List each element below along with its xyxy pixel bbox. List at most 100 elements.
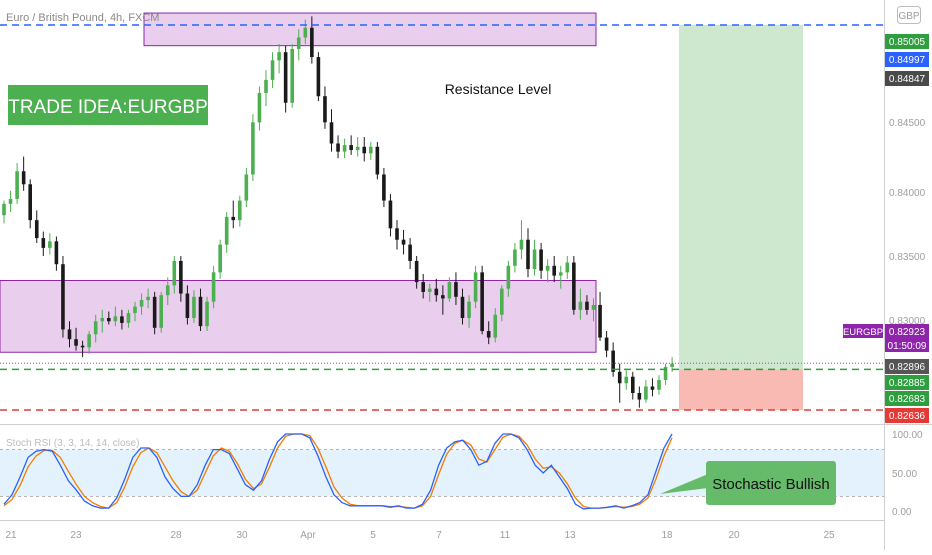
candle-body xyxy=(336,143,340,152)
stochastic-callout-label: Stochastic Bullish xyxy=(712,476,830,493)
countdown-tag: 01:50:09 xyxy=(885,338,929,352)
candle-body xyxy=(231,216,236,221)
candle-body xyxy=(493,314,498,338)
candle-body xyxy=(427,288,432,292)
price-pane[interactable] xyxy=(0,12,884,411)
candle-body xyxy=(277,52,281,61)
candle-body xyxy=(382,174,386,201)
time-tick: 18 xyxy=(661,530,673,541)
candle-body xyxy=(54,241,59,265)
candle-body xyxy=(342,145,347,152)
candle-body xyxy=(578,301,583,310)
candle-body xyxy=(146,296,150,301)
candle-body xyxy=(637,393,642,400)
profit-zone xyxy=(679,24,803,370)
svg-text:01:50:09: 01:50:09 xyxy=(888,341,927,352)
time-tick: 13 xyxy=(564,530,576,541)
stochastic-callout: Stochastic Bullish xyxy=(660,461,836,505)
candle-body xyxy=(447,282,452,299)
candle-body xyxy=(48,241,52,248)
candle-body xyxy=(617,371,622,384)
svg-text:TRADE IDEA:EURGBP: TRADE IDEA:EURGBP xyxy=(8,97,208,118)
price-tag-resistance: 0.84847 xyxy=(885,71,929,86)
candle-body xyxy=(165,285,170,296)
candle-body xyxy=(572,262,576,310)
indicator-axis[interactable]: 100.00 50.00 0.00 xyxy=(892,430,923,518)
candle-body xyxy=(107,318,111,322)
candle-body xyxy=(565,262,570,273)
candle-body xyxy=(264,79,268,93)
price-tick: 0.83500 xyxy=(889,252,926,263)
candle-body xyxy=(139,300,144,307)
currency-badge[interactable]: GBP xyxy=(897,6,921,24)
svg-text:0.84847: 0.84847 xyxy=(889,74,926,85)
candle-body xyxy=(598,304,602,338)
svg-text:0.82885: 0.82885 xyxy=(889,378,926,389)
candle-body xyxy=(532,249,537,270)
candle-body xyxy=(414,260,419,283)
candle-body xyxy=(185,293,190,318)
candle-body xyxy=(473,272,478,302)
candle-body xyxy=(454,282,458,297)
stoch-d-line xyxy=(3,433,673,509)
candle-body xyxy=(8,198,13,204)
price-tag-entry: 0.82885 xyxy=(885,375,929,390)
candle-body xyxy=(401,239,406,245)
candle-body xyxy=(172,260,177,286)
candle-body xyxy=(310,27,314,58)
candle-body xyxy=(375,146,380,175)
candle-body xyxy=(441,295,445,299)
candle-body xyxy=(238,200,242,221)
resistance-zone xyxy=(143,12,597,47)
candle-body xyxy=(486,331,491,338)
time-tick: 5 xyxy=(370,530,376,541)
time-tick: 11 xyxy=(500,530,511,541)
time-tick: 25 xyxy=(823,530,835,541)
candle-body xyxy=(644,386,648,400)
candle-body xyxy=(519,239,524,250)
time-tick: 30 xyxy=(236,530,248,541)
candle-body xyxy=(224,216,229,245)
svg-text:0.82636: 0.82636 xyxy=(889,411,926,422)
svg-text:0.85005: 0.85005 xyxy=(889,37,926,48)
candle-body xyxy=(558,272,563,276)
candle-body xyxy=(296,37,301,49)
candle-body xyxy=(41,238,46,248)
price-axis[interactable]: 0.84500 0.84000 0.83500 0.83000 xyxy=(889,118,926,327)
candle-body xyxy=(349,145,353,151)
loss-zone xyxy=(679,369,803,410)
indicator-label: Stoch RSI (3, 3, 14, 14, close) xyxy=(6,438,139,449)
candle-body xyxy=(244,174,249,201)
time-tick: 28 xyxy=(170,530,182,541)
candle-body xyxy=(133,306,137,314)
price-tick: 0.84500 xyxy=(889,118,926,129)
candle-body xyxy=(539,249,543,271)
time-axis[interactable]: 21 23 28 30 Apr 5 7 11 13 18 20 25 xyxy=(5,530,835,541)
trade-idea-label: TRADE IDEA:EURGBP xyxy=(8,85,208,125)
resistance-label: Resistance Level xyxy=(445,81,552,97)
candlestick-series xyxy=(2,16,674,408)
candle-body xyxy=(34,220,39,239)
candle-body xyxy=(631,376,635,394)
candle-body xyxy=(657,379,661,390)
svg-text:0.82896: 0.82896 xyxy=(889,362,926,373)
symbol-tag: EURGBP xyxy=(843,324,883,338)
candle-body xyxy=(611,350,615,372)
candle-body xyxy=(395,228,399,240)
candle-body xyxy=(93,321,98,335)
candle-body xyxy=(513,249,517,266)
candle-body xyxy=(198,296,203,327)
candle-body xyxy=(591,304,596,310)
chart-title: Euro / British Pound, 4h, FXCM xyxy=(6,12,159,24)
candle-body xyxy=(113,316,118,322)
candle-body xyxy=(80,345,85,348)
candle-body xyxy=(480,272,484,332)
candle-body xyxy=(251,122,255,175)
candle-body xyxy=(21,171,26,185)
candle-body xyxy=(2,203,6,216)
candle-body xyxy=(179,260,183,294)
candle-body xyxy=(362,146,367,154)
candle-body xyxy=(506,265,511,289)
candle-body xyxy=(205,301,209,327)
